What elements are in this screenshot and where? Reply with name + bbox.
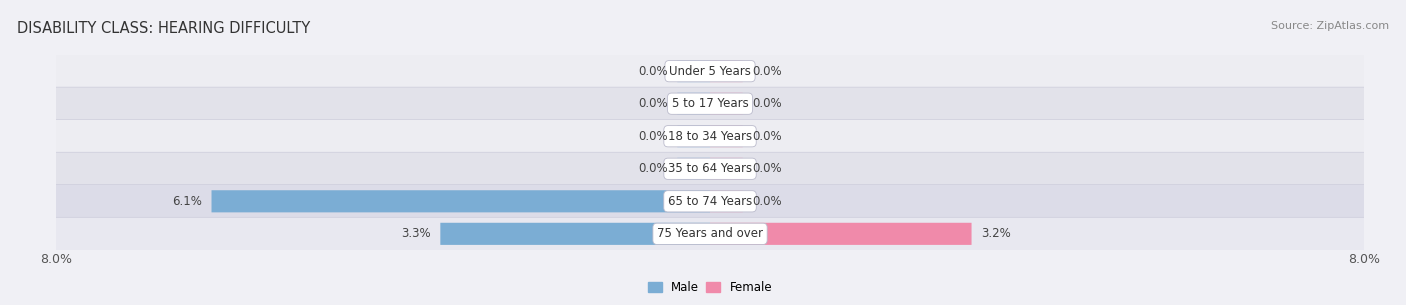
FancyBboxPatch shape bbox=[710, 158, 742, 180]
FancyBboxPatch shape bbox=[678, 60, 710, 82]
FancyBboxPatch shape bbox=[440, 223, 710, 245]
FancyBboxPatch shape bbox=[211, 190, 710, 212]
Text: 18 to 34 Years: 18 to 34 Years bbox=[668, 130, 752, 143]
Text: 0.0%: 0.0% bbox=[752, 130, 782, 143]
Text: 0.0%: 0.0% bbox=[752, 97, 782, 110]
FancyBboxPatch shape bbox=[55, 120, 1365, 153]
Text: 65 to 74 Years: 65 to 74 Years bbox=[668, 195, 752, 208]
FancyBboxPatch shape bbox=[678, 93, 710, 115]
Text: Source: ZipAtlas.com: Source: ZipAtlas.com bbox=[1271, 21, 1389, 31]
FancyBboxPatch shape bbox=[710, 93, 742, 115]
Text: DISABILITY CLASS: HEARING DIFFICULTY: DISABILITY CLASS: HEARING DIFFICULTY bbox=[17, 21, 311, 36]
FancyBboxPatch shape bbox=[678, 125, 710, 147]
FancyBboxPatch shape bbox=[55, 55, 1365, 88]
Text: 3.3%: 3.3% bbox=[401, 227, 430, 240]
FancyBboxPatch shape bbox=[55, 87, 1365, 120]
Legend: Male, Female: Male, Female bbox=[643, 276, 778, 299]
Text: Under 5 Years: Under 5 Years bbox=[669, 65, 751, 78]
Text: 75 Years and over: 75 Years and over bbox=[657, 227, 763, 240]
Text: 0.0%: 0.0% bbox=[638, 130, 668, 143]
Text: 0.0%: 0.0% bbox=[752, 162, 782, 175]
FancyBboxPatch shape bbox=[55, 217, 1365, 250]
Text: 5 to 17 Years: 5 to 17 Years bbox=[672, 97, 748, 110]
Text: 0.0%: 0.0% bbox=[752, 65, 782, 78]
FancyBboxPatch shape bbox=[710, 223, 972, 245]
Text: 3.2%: 3.2% bbox=[981, 227, 1011, 240]
FancyBboxPatch shape bbox=[678, 158, 710, 180]
Text: 0.0%: 0.0% bbox=[752, 195, 782, 208]
FancyBboxPatch shape bbox=[710, 125, 742, 147]
Text: 0.0%: 0.0% bbox=[638, 162, 668, 175]
FancyBboxPatch shape bbox=[710, 190, 742, 212]
Text: 35 to 64 Years: 35 to 64 Years bbox=[668, 162, 752, 175]
Text: 0.0%: 0.0% bbox=[638, 65, 668, 78]
Text: 6.1%: 6.1% bbox=[172, 195, 201, 208]
FancyBboxPatch shape bbox=[55, 152, 1365, 185]
Text: 0.0%: 0.0% bbox=[638, 97, 668, 110]
FancyBboxPatch shape bbox=[55, 185, 1365, 218]
FancyBboxPatch shape bbox=[710, 60, 742, 82]
